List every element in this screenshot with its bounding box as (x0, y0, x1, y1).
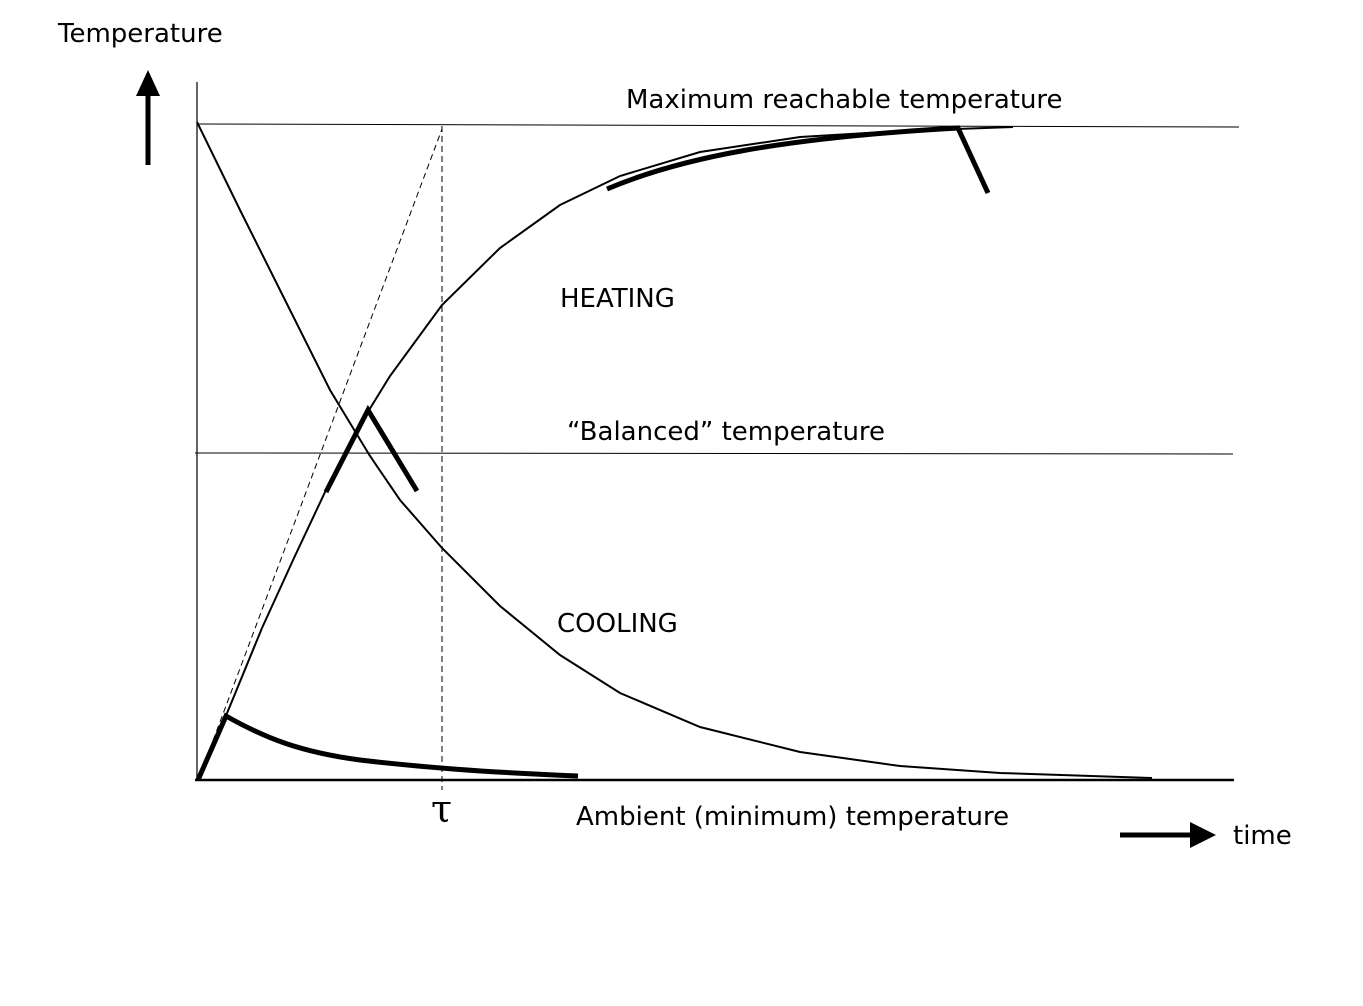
y-axis-label: Temperature (57, 19, 223, 49)
cooling-curve (196, 121, 1153, 779)
initial-heating-cooling-segment (195, 712, 579, 782)
max-temperature-line (196, 123, 1240, 128)
heating-curve (198, 126, 1014, 781)
heating-tangent-dashed-line (198, 128, 443, 779)
tau-label: τ (431, 787, 452, 831)
mid-heating-cooling-segment (323, 404, 420, 494)
x-axis-arrow-icon (1190, 822, 1216, 848)
max-temperature-label: Maximum reachable temperature (626, 85, 1063, 115)
x-axis-label: time (1233, 821, 1292, 851)
balanced-temperature-line (194, 452, 1234, 455)
heating-label: HEATING (560, 284, 675, 314)
balanced-temperature-label: “Balanced” temperature (567, 417, 885, 447)
y-axis-arrow-icon (136, 70, 160, 96)
upper-heating-cooling-segment (606, 125, 991, 195)
cooling-label: COOLING (557, 609, 678, 639)
ambient-temperature-label: Ambient (minimum) temperature (576, 802, 1009, 832)
